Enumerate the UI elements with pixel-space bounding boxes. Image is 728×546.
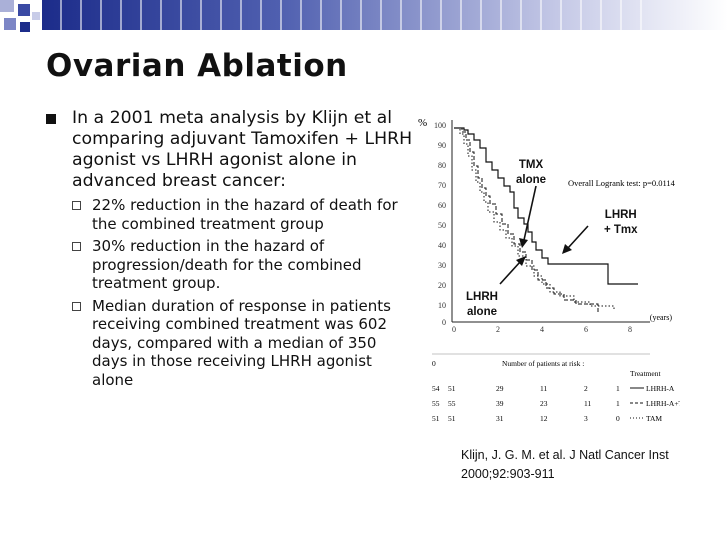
at-risk-cell: 3 [584,414,588,423]
main-bullet-text: In a 2001 meta analysis by Klijn et al c… [72,108,413,191]
y-tick-label: 60 [438,201,446,210]
y-tick-label: 30 [438,261,446,270]
citation: Klijn, J. G. M. et al. J Natl Cancer Ins… [461,446,669,484]
at-risk-x-label: 0 [432,359,436,368]
y-tick-label: 80 [438,161,446,170]
arrow-head-icon [516,256,526,266]
sub-bullet-list: 22% reduction in the hazard of death for… [72,196,416,389]
at-risk-cell: 51 [448,384,456,393]
main-bullet: In a 2001 meta analysis by Klijn et al c… [46,108,416,192]
y-tick-label: 50 [438,221,446,230]
y-tick-label: 40 [438,241,446,250]
lhrh-arrow [499,261,521,285]
legend-label: TAM [646,414,662,423]
y-tick-label: 0 [442,318,446,327]
treatment-header: Treatment [630,369,661,378]
x-tick-label: 6 [584,325,588,334]
arrow-head-icon [519,238,528,248]
at-risk-cell: 55 [448,399,456,408]
survival-figure: % 100 90 80 70 60 50 40 30 20 10 0 0 2 4… [418,108,695,440]
at-risk-cell: 29 [496,384,504,393]
callout-lhrh-alone: LHRH alone [466,290,498,320]
sub-bullet: 30% reduction in the hazard of progressi… [72,237,416,293]
at-risk-header: Number of patients at risk : [502,359,584,368]
legend-label: LHRH-A [646,384,675,393]
sub-bullet-text: Median duration of response in patients … [92,296,391,389]
callout-tmx-alone: TMX alone [516,158,546,188]
x-tick-label: 0 [452,325,456,334]
at-risk-cell: 31 [496,414,504,423]
sub-bullet: Median duration of response in patients … [72,297,416,390]
y-tick-labels: 100 90 80 70 60 50 40 30 20 10 0 [434,121,446,327]
callout-line: LHRH [466,291,498,303]
x-tick-labels: 0 2 4 6 8 [452,325,632,334]
callout-line: LHRH [604,209,637,221]
callout-lhrh-tmx: LHRH + Tmx [604,208,638,238]
at-risk-row: 54 51 29 11 2 1 LHRH-A [432,384,675,393]
x-tick-label: 2 [496,325,500,334]
y-tick-label: 70 [438,181,446,190]
y-tick-label: 90 [438,141,446,150]
tmx-arrow [523,185,537,241]
y-tick-label: 10 [438,301,446,310]
at-risk-table: 54 51 29 11 2 1 LHRH-A 55 55 39 23 11 1 … [432,384,695,423]
hollow-square-bullet-icon [72,201,81,210]
survival-curve-image: % 100 90 80 70 60 50 40 30 20 10 0 0 2 4… [418,117,695,423]
at-risk-cell: 12 [540,414,548,423]
callout-line: TMX [518,159,544,171]
hollow-square-bullet-icon [72,242,81,251]
y-unit-label: % [418,117,427,129]
logrank-text: Overall Logrank test: p=0.0114 [568,178,676,188]
lhrh-tmx-arrow [567,225,589,249]
y-tick-label: 100 [434,121,446,130]
at-risk-cell: 54 [432,384,440,393]
at-risk-cell: 51 [448,414,456,423]
square-bullet-icon [46,114,56,124]
at-risk-row: 55 55 39 23 11 1 LHRH-A+TAM [432,399,695,408]
x-tick-label: 4 [540,325,544,334]
citation-line: Klijn, J. G. M. et al. J Natl Cancer Ins… [461,448,669,462]
callout-line: alone [466,306,497,318]
at-risk-row: 51 51 31 12 3 0 TAM [432,414,662,423]
header-decoration [0,0,728,40]
sub-bullet-text: 22% reduction in the hazard of death for… [92,196,398,233]
citation-line: 2000;92:903-911 [461,467,555,481]
at-risk-cell: 2 [584,384,588,393]
sub-bullet-text: 30% reduction in the hazard of progressi… [92,237,362,292]
curve-tmx-alone [454,127,615,310]
at-risk-cell: 51 [432,414,440,423]
x-tick-label: 8 [628,325,632,334]
at-risk-cell: 39 [496,399,504,408]
bullet-list: In a 2001 meta analysis by Klijn et al c… [46,108,416,393]
curve-lhrh-tam [454,127,638,285]
at-risk-cell: 1 [616,399,620,408]
curve-lhrh-alone [454,127,599,312]
y-tick-label: 20 [438,281,446,290]
at-risk-cell: 23 [540,399,548,408]
at-risk-cell: 55 [432,399,440,408]
legend-label: LHRH-A+TAM [646,399,680,408]
callout-line: + Tmx [604,224,638,236]
at-risk-cell: 11 [540,384,547,393]
at-risk-cell: 11 [584,399,591,408]
at-risk-cell: 0 [616,414,620,423]
header-gradient-squares [0,0,728,32]
callout-line: alone [516,174,547,186]
x-unit-label: (years) [650,313,673,322]
at-risk-cell: 1 [616,384,620,393]
arrow-head-icon [562,244,572,254]
hollow-square-bullet-icon [72,301,81,311]
slide-title: Ovarian Ablation [46,48,348,84]
sub-bullet: 22% reduction in the hazard of death for… [72,196,416,233]
